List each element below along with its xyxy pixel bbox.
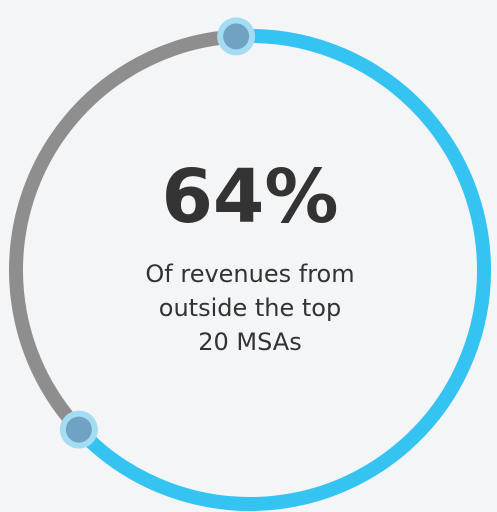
ring-knob-center: [65, 416, 92, 443]
caption: Of revenues from: [145, 260, 354, 288]
value-label: 64%: [161, 154, 338, 240]
ring-track: [9, 29, 237, 435]
ring-value: [73, 29, 491, 511]
ring-knob-center: [223, 23, 250, 50]
caption: 20 MSAs: [198, 328, 301, 356]
caption: outside the top: [159, 294, 341, 322]
